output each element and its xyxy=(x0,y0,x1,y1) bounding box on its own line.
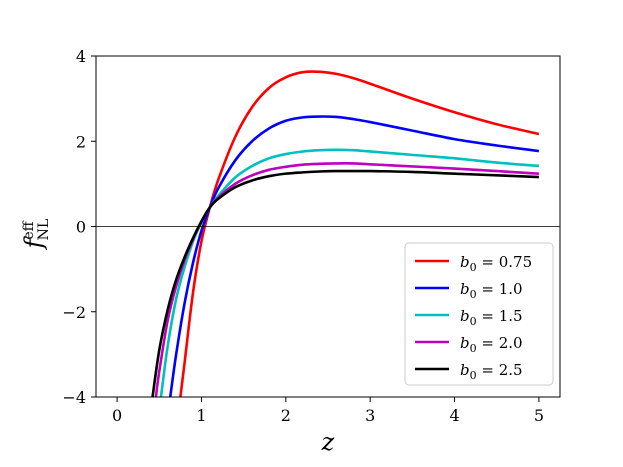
y-axis-label-sup: eff xyxy=(21,220,37,239)
legend-label: b0 = 2.0 xyxy=(460,334,523,355)
y-tick-label: 4 xyxy=(76,47,86,66)
series-line-1 xyxy=(179,70,540,397)
y-axis-label: feffNL xyxy=(20,219,52,251)
series-line-4 xyxy=(154,162,539,397)
x-tick-label: 0 xyxy=(112,406,122,425)
y-axis-label-text: feffNL xyxy=(20,219,52,251)
axis-ticks: 0 1 2 3 4 5 −4 −2 0 2 4 xyxy=(62,47,544,425)
legend-label: b0 = 1.0 xyxy=(460,280,523,301)
x-tick-label: 1 xyxy=(196,406,206,425)
y-tick-label: −4 xyxy=(62,388,86,407)
x-tick-label: 4 xyxy=(449,406,459,425)
x-tick-label: 2 xyxy=(281,406,291,425)
plot-frame xyxy=(95,55,561,398)
x-tick-label: 5 xyxy=(534,406,544,425)
x-axis-label: z xyxy=(321,428,335,456)
legend-label: b0 = 0.75 xyxy=(460,253,532,274)
series-line-5 xyxy=(151,169,539,397)
series-line-3 xyxy=(159,148,540,397)
series-line-2 xyxy=(168,115,540,397)
y-tick-label: 2 xyxy=(76,132,86,151)
y-axis-label-sub: NL xyxy=(36,219,52,241)
y-tick-label: −2 xyxy=(62,303,86,322)
legend-label: b0 = 2.5 xyxy=(460,361,523,382)
x-tick-label: 3 xyxy=(365,406,375,425)
series-curves xyxy=(151,70,540,397)
y-tick-label: 0 xyxy=(76,218,86,237)
legend-label: b0 = 1.5 xyxy=(460,307,523,328)
x-axis-label-text: z xyxy=(321,428,335,456)
legend-box xyxy=(404,242,554,386)
legend: b0 = 0.75 b0 = 1.0 b0 = 1.5 b0 = 2.0 b0 = 2.… xyxy=(404,242,554,386)
